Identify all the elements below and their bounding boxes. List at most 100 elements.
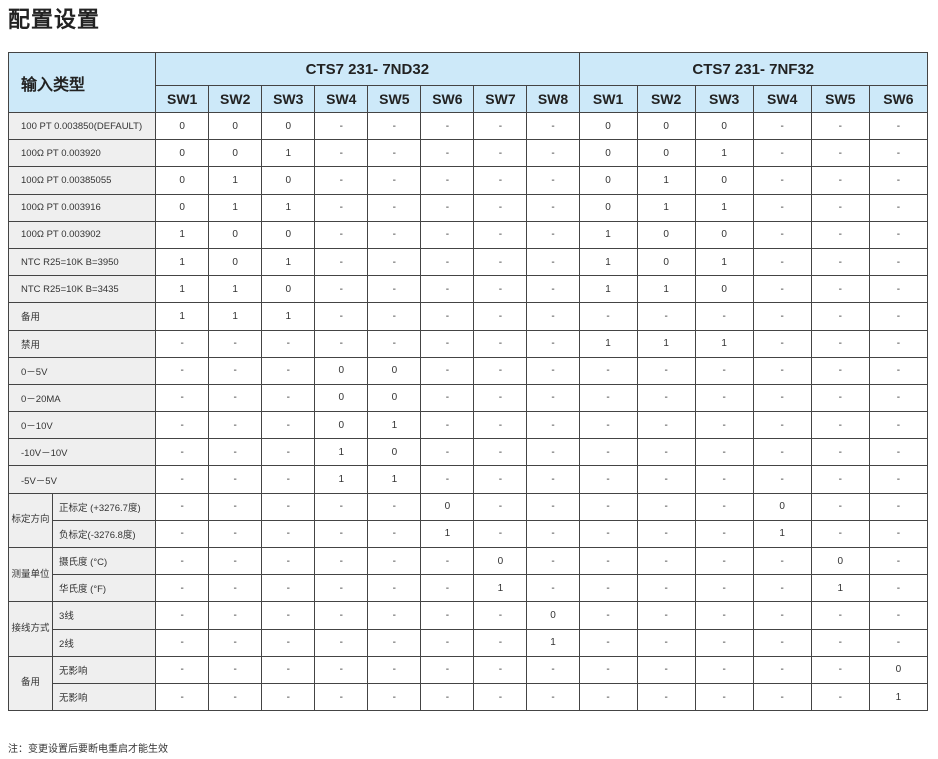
switch-value-a: 0 — [420, 492, 475, 521]
switch-value-b: 0 — [694, 275, 754, 304]
switch-value-b: - — [868, 519, 929, 549]
switch-value-b: - — [810, 111, 870, 141]
switch-value-a: - — [473, 465, 528, 494]
switch-value-a: - — [314, 139, 369, 168]
switch-value-b: 0 — [578, 111, 638, 141]
switch-value-b: - — [578, 574, 638, 603]
switch-value-b: - — [810, 356, 870, 385]
switch-value-b: - — [810, 275, 870, 304]
switch-value-a: 0 — [261, 275, 316, 304]
switch-value-a: 0 — [208, 220, 263, 249]
switch-value-a: 0 — [261, 220, 316, 249]
switch-value-b: - — [752, 601, 812, 630]
switch-value-b: - — [636, 492, 696, 521]
switch-value-a: - — [155, 601, 210, 630]
switch-value-b: - — [810, 492, 870, 521]
switch-value-a: 1 — [367, 411, 422, 440]
table-row: 备用 1 1 1- - - - - - - - - - - — [7, 302, 929, 331]
switch-value-a: - — [473, 166, 528, 195]
switch-value-a: - — [261, 465, 316, 494]
switch-value-a: - — [261, 628, 316, 657]
table-row: 接线方式 3线 - - - - - - -0- - - - - - — [7, 601, 929, 657]
switch-value-a: - — [208, 628, 263, 657]
switch-value-a: - — [261, 411, 316, 440]
switch-value-b: 0 — [694, 220, 754, 249]
switch-value-a: - — [314, 302, 369, 331]
switch-value-a: - — [208, 682, 263, 712]
switch-value-b: - — [810, 247, 870, 277]
switch-value-a: - — [314, 111, 369, 141]
row-label: NTC R25=10K B=3950 — [7, 247, 157, 277]
switch-value-a: - — [473, 411, 528, 440]
switch-value-b: - — [868, 601, 929, 630]
switch-value-a: - — [526, 111, 580, 141]
model-a-header: CTS7 231- 7ND32 — [155, 52, 580, 86]
row-label: -5V－5V — [7, 465, 157, 494]
switch-value-a: - — [314, 329, 369, 358]
switch-value-a: 0 — [261, 166, 316, 195]
switch-value-a: 0 — [314, 383, 369, 413]
switch-value-b: - — [694, 438, 754, 467]
switch-value-b: 1 — [578, 329, 638, 358]
switch-value-b: - — [810, 465, 870, 494]
switch-value-b: 1 — [868, 682, 929, 712]
switch-value-a: - — [155, 519, 210, 549]
switch-value-a: 1 — [261, 139, 316, 168]
switch-value-a: - — [261, 574, 316, 603]
switch-value-a: - — [261, 383, 316, 413]
switch-value-a: - — [314, 275, 369, 304]
switch-value-a: - — [208, 329, 263, 358]
switch-value-a: 1 — [420, 519, 475, 549]
switch-value-b: - — [752, 546, 812, 576]
switch-value-a: - — [314, 655, 369, 684]
switch-value-b: - — [868, 628, 929, 657]
switch-value-b: - — [694, 519, 754, 549]
switch-value-b: - — [810, 655, 870, 684]
switch-value-b: 0 — [868, 655, 929, 684]
row-group-label: 备用 — [7, 655, 54, 712]
switch-value-a: - — [314, 247, 369, 277]
switch-header-a: SW1 — [155, 85, 210, 113]
switch-value-a: - — [526, 302, 580, 331]
switch-value-b: 1 — [578, 220, 638, 249]
switch-value-a: - — [526, 546, 580, 576]
switch-value-b: 1 — [636, 166, 696, 195]
switch-value-a: - — [526, 655, 580, 684]
switch-value-a: - — [473, 492, 528, 521]
switch-value-b: - — [868, 220, 929, 249]
switch-value-b: - — [868, 356, 929, 385]
switch-value-a: - — [261, 438, 316, 467]
table-row: 100Ω PT 0.003902 1 0 0- - - - -1 0 0- - - — [7, 220, 929, 249]
switch-value-b: - — [752, 574, 812, 603]
switch-header-a: SW3 — [261, 85, 316, 113]
row-label: 0－5V — [7, 356, 157, 385]
switch-value-a: - — [367, 682, 422, 712]
switch-value-b: - — [868, 193, 929, 222]
row-group-label: 测量单位 — [7, 546, 54, 603]
switch-value-a: - — [420, 139, 475, 168]
switch-value-b: - — [752, 383, 812, 413]
switch-value-a: 1 — [314, 438, 369, 467]
switch-value-b: - — [810, 220, 870, 249]
footnote: 注：变更设置后要断电重启才能生效 — [8, 744, 168, 755]
switch-value-b: 0 — [752, 492, 812, 521]
switch-value-a: 0 — [155, 193, 210, 222]
row-sub-label: 2线 — [52, 628, 157, 657]
switch-value-a: - — [526, 220, 580, 249]
switch-value-b: - — [636, 356, 696, 385]
switch-value-b: - — [578, 546, 638, 576]
table-row: 2线 - - - - - - -1- - - - - - — [9, 628, 929, 657]
switch-value-b: - — [636, 465, 696, 494]
switch-value-b: - — [868, 139, 929, 168]
switch-value-b: 1 — [694, 247, 754, 277]
switch-value-a: 0 — [208, 139, 263, 168]
switch-value-a: - — [155, 574, 210, 603]
switch-value-b: - — [694, 302, 754, 331]
switch-value-a: - — [526, 356, 580, 385]
row-sub-label: 华氏度 (°F) — [52, 574, 157, 603]
switch-value-b: 1 — [694, 329, 754, 358]
switch-value-a: 1 — [261, 302, 316, 331]
switch-value-a: - — [314, 166, 369, 195]
table-row: 0－20MA - - -0 0- - - - - - - - - — [7, 383, 929, 413]
switch-value-b: - — [752, 329, 812, 358]
